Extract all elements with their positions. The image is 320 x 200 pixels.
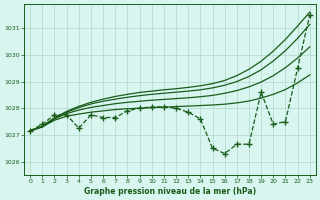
X-axis label: Graphe pression niveau de la mer (hPa): Graphe pression niveau de la mer (hPa) xyxy=(84,187,256,196)
